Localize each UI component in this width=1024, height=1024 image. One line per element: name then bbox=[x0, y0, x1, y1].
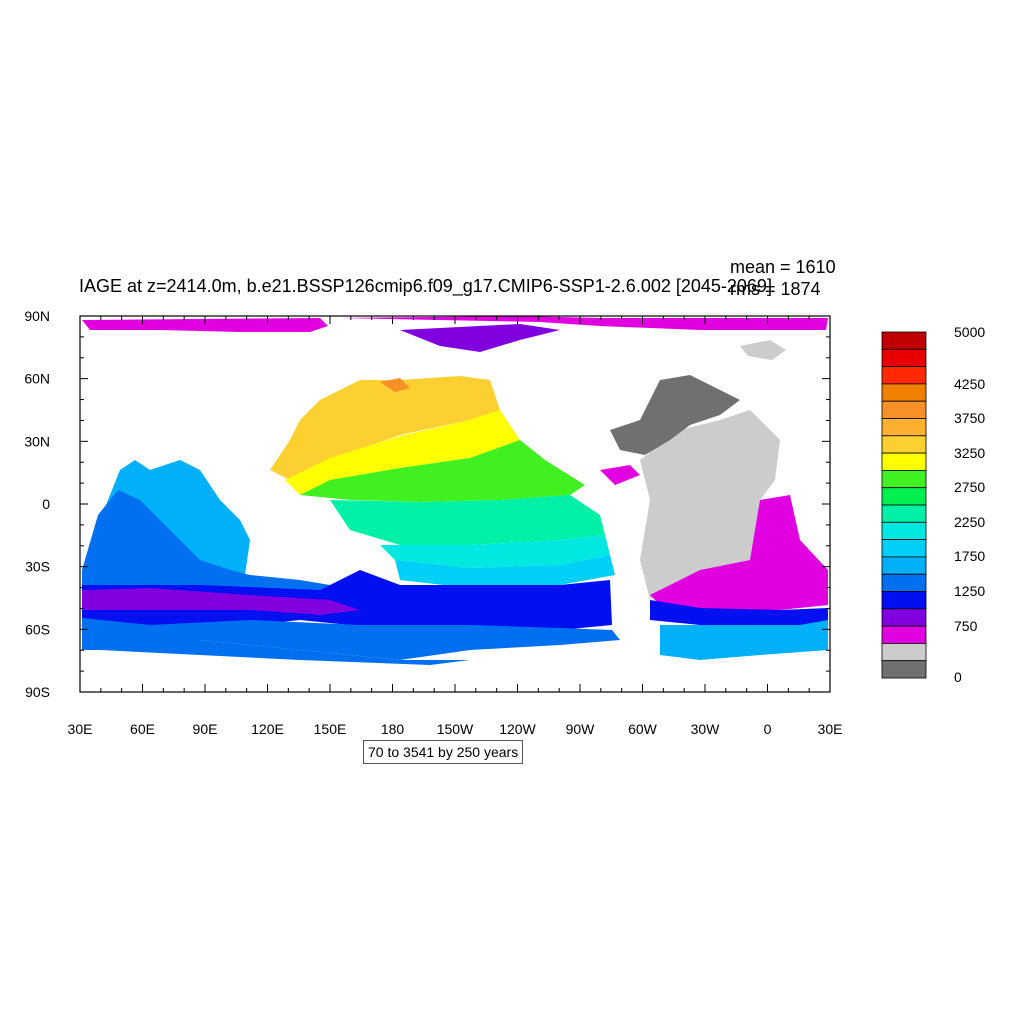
y-tick-label: 90N bbox=[24, 308, 50, 324]
colorbar-swatch bbox=[881, 521, 927, 540]
y-tick-label: 60N bbox=[24, 371, 50, 387]
colorbar-swatch bbox=[881, 400, 927, 419]
colorbar-label: 1750 bbox=[954, 548, 985, 564]
y-tick-label: 90S bbox=[25, 684, 50, 700]
x-tick-label: 180 bbox=[381, 721, 405, 737]
pacific-cyan bbox=[380, 535, 610, 568]
colorbar-label: 3250 bbox=[954, 445, 985, 461]
mean-stat: mean = 1610 bbox=[730, 257, 836, 277]
colorbar-swatch bbox=[881, 418, 927, 437]
y-tick-label: 60S bbox=[25, 621, 50, 637]
colorbar-swatch bbox=[881, 383, 927, 402]
map-title: IAGE at z=2414.0m, b.e21.BSSP126cmip6.f0… bbox=[79, 276, 772, 296]
x-tick-label: 30W bbox=[691, 721, 721, 737]
south-atlantic-magenta bbox=[650, 495, 828, 610]
colorbar-label: 2750 bbox=[954, 479, 985, 495]
colorbar-label: 4250 bbox=[954, 376, 985, 392]
x-tick-label: 0 bbox=[764, 721, 772, 737]
labrador-dark bbox=[610, 375, 740, 455]
contour-info-box: 70 to 3541 by 250 years bbox=[363, 740, 524, 764]
x-tick-label: 60W bbox=[628, 721, 658, 737]
colorbar-swatch bbox=[881, 591, 927, 610]
north-atlantic-grey bbox=[640, 410, 780, 600]
colorbar-label: 0 bbox=[954, 669, 962, 685]
pacific-green bbox=[300, 440, 585, 502]
x-axis: 30E 60E 90E 120E 150E 180 150W 120W 90W 60W 30W 0 30… bbox=[68, 316, 843, 737]
north-pacific-orange bbox=[380, 378, 410, 392]
x-tick-label: 150W bbox=[437, 721, 474, 737]
colorbar-swatch bbox=[881, 573, 927, 592]
arctic-field-2 bbox=[340, 316, 828, 330]
colorbar-swatch bbox=[881, 504, 927, 523]
colorbar: 5000 4250 3750 3250 2750 2250 1750 1250 750 0 bbox=[881, 324, 985, 685]
southern-mid bbox=[82, 618, 620, 660]
colorbar-label: 5000 bbox=[954, 324, 985, 340]
x-tick-label: 60E bbox=[130, 721, 155, 737]
rms-stat: rms = 1874 bbox=[730, 279, 821, 299]
north-pacific bbox=[270, 376, 500, 480]
colorbar-swatch bbox=[881, 452, 927, 471]
colorbar-swatch bbox=[881, 660, 927, 679]
arctic-grey bbox=[740, 340, 786, 360]
colorbar-label: 3750 bbox=[954, 410, 985, 426]
x-tick-label: 90E bbox=[193, 721, 218, 737]
colorbar-swatch bbox=[881, 348, 927, 367]
ocean-field bbox=[82, 316, 828, 665]
south-indian-purple bbox=[82, 588, 360, 615]
y-tick-label: 30S bbox=[25, 559, 50, 575]
southern-blue bbox=[82, 570, 612, 630]
colorbar-swatch bbox=[881, 539, 927, 558]
x-tick-label: 90W bbox=[566, 721, 596, 737]
colorbar-swatch bbox=[881, 435, 927, 454]
colorbar-label: 2250 bbox=[954, 514, 985, 530]
colorbar-swatch bbox=[881, 366, 927, 385]
colorbar-swatch bbox=[881, 556, 927, 575]
arctic-deep bbox=[400, 324, 560, 352]
x-tick-label: 150E bbox=[314, 721, 347, 737]
x-tick-label: 120E bbox=[251, 721, 284, 737]
southern-outer bbox=[82, 640, 470, 665]
atlantic-blue bbox=[650, 600, 828, 630]
pacific-yellow bbox=[285, 410, 520, 495]
pacific-aqua bbox=[330, 495, 605, 545]
colorbar-label: 750 bbox=[954, 618, 978, 634]
x-tick-label: 30E bbox=[818, 721, 843, 737]
colorbar-label: 1250 bbox=[954, 583, 985, 599]
caribbean-magenta bbox=[600, 465, 640, 485]
colorbar-swatch bbox=[881, 643, 927, 662]
south-atlantic-light bbox=[660, 620, 828, 660]
x-tick-label: 30E bbox=[68, 721, 93, 737]
pacific-light-blue bbox=[395, 555, 615, 588]
y-tick-label: 0 bbox=[42, 496, 50, 512]
colorbar-swatch bbox=[881, 487, 927, 506]
arctic-field bbox=[82, 318, 328, 332]
colorbar-swatch bbox=[881, 625, 927, 644]
colorbar-swatch bbox=[881, 608, 927, 627]
x-tick-label: 120W bbox=[499, 721, 536, 737]
colorbar-swatch bbox=[881, 469, 927, 489]
colorbar-swatch bbox=[881, 331, 927, 350]
indian-west bbox=[82, 490, 330, 610]
y-axis: 90N 60N 30N 0 30S 60S 90S bbox=[24, 308, 830, 700]
y-tick-label: 30N bbox=[24, 433, 50, 449]
